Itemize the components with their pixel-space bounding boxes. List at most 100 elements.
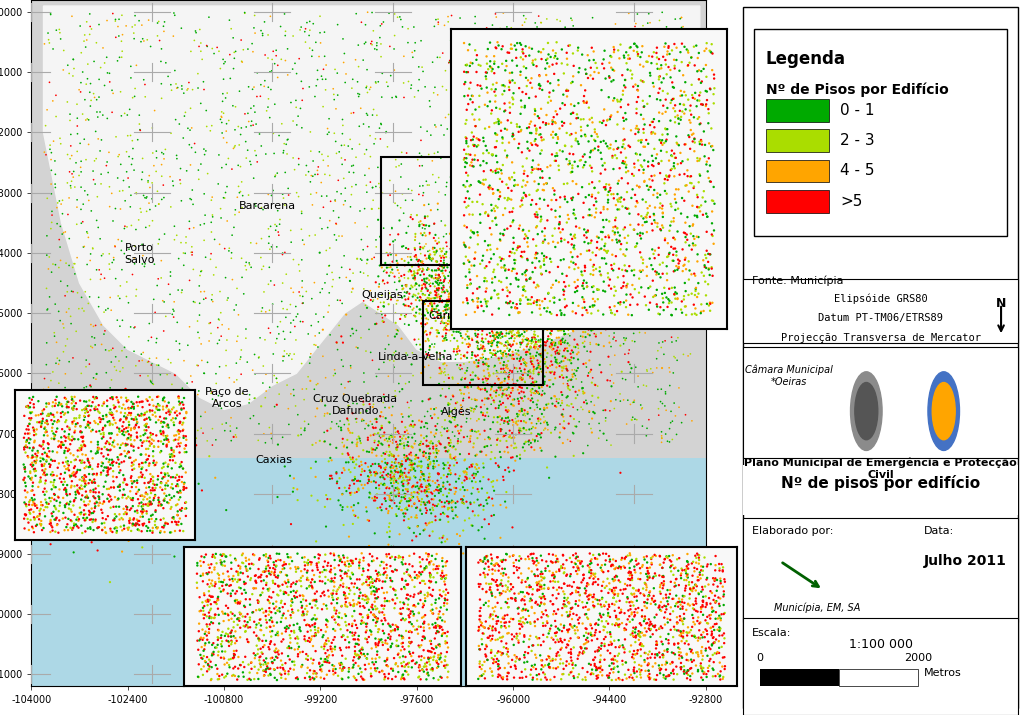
Point [494, 377, 510, 388]
Point [481, 564, 498, 576]
Point [635, 141, 651, 152]
Point [220, 571, 237, 582]
Point [663, 74, 679, 86]
Point [18, 436, 35, 448]
Point [317, 84, 334, 96]
Point [674, 156, 690, 167]
Point [492, 163, 508, 174]
Point [615, 167, 632, 179]
Point [649, 669, 666, 681]
Point [168, 430, 184, 441]
Point [58, 483, 75, 494]
Point [73, 508, 89, 520]
Point [617, 90, 634, 102]
Point [136, 491, 153, 503]
Point [217, 56, 233, 67]
Point [589, 670, 605, 681]
Point [441, 55, 458, 66]
Point [445, 305, 462, 316]
Point [510, 325, 526, 337]
Point [248, 576, 264, 587]
Point [476, 370, 493, 382]
Point [78, 461, 94, 473]
Point [386, 64, 402, 76]
Point [242, 574, 258, 586]
Point [17, 477, 34, 488]
Point [276, 576, 293, 588]
Point [114, 444, 130, 455]
Point [139, 463, 156, 474]
Point [202, 590, 218, 601]
Point [272, 316, 289, 327]
Point [411, 640, 427, 651]
Point [260, 279, 276, 290]
Point [711, 598, 727, 609]
Point [383, 249, 399, 260]
Point [432, 484, 449, 495]
Point [531, 584, 548, 596]
Point [546, 185, 562, 197]
Point [189, 425, 206, 436]
Point [250, 595, 266, 606]
Point [620, 593, 636, 604]
Point [477, 410, 494, 422]
Point [256, 428, 272, 440]
Point [463, 322, 479, 334]
Point [350, 475, 367, 486]
Point [520, 337, 537, 349]
Point [398, 450, 415, 462]
Point [397, 651, 414, 663]
Point [365, 609, 381, 621]
Point [523, 660, 540, 671]
Point [438, 237, 455, 248]
Point [489, 559, 506, 571]
Point [470, 318, 486, 330]
Point [714, 641, 730, 653]
Point [670, 332, 686, 343]
Point [666, 317, 682, 328]
Point [431, 561, 447, 572]
Point [703, 217, 720, 229]
Point [115, 440, 131, 452]
Point [152, 433, 168, 445]
Point [126, 401, 142, 413]
Point [377, 596, 393, 607]
Point [585, 591, 601, 603]
Point [204, 591, 220, 602]
Point [382, 469, 398, 480]
Point [50, 400, 67, 411]
Point [87, 126, 103, 137]
Point [433, 260, 450, 272]
Point [716, 586, 732, 597]
Point [25, 457, 41, 468]
Point [520, 287, 537, 299]
Point [404, 458, 421, 470]
Point [58, 449, 75, 460]
Point [479, 305, 496, 317]
Point [644, 174, 660, 186]
Point [637, 613, 653, 624]
Point [593, 243, 609, 255]
Point [130, 493, 146, 505]
Point [83, 536, 99, 548]
Point [503, 39, 519, 50]
Point [478, 276, 495, 287]
Point [648, 58, 665, 69]
Point [605, 222, 622, 233]
Point [172, 425, 188, 437]
Point [583, 618, 599, 630]
Point [461, 357, 477, 368]
Point [315, 656, 332, 667]
Point [44, 422, 60, 433]
Point [463, 59, 479, 71]
Point [101, 447, 118, 458]
Point [667, 106, 683, 117]
Point [671, 653, 687, 664]
Point [702, 613, 719, 624]
Point [632, 618, 648, 629]
Point [642, 562, 658, 573]
Point [656, 85, 673, 97]
Point [133, 511, 150, 522]
Point [467, 273, 483, 285]
Point [703, 141, 720, 152]
